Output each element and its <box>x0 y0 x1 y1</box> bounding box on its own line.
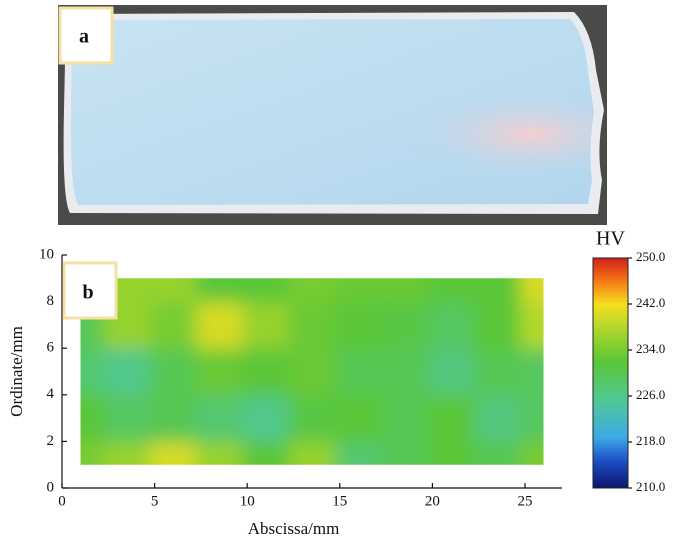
heat-cell <box>335 301 382 349</box>
contour-plot: 0 5 10 15 20 25 0 2 4 6 8 10 Abscissa/mm Ordinate/mm b… <box>7 228 665 538</box>
heat-cell <box>196 278 244 303</box>
heat-cell <box>196 301 244 349</box>
heat-cell <box>381 301 429 349</box>
heat-cell <box>335 278 382 303</box>
x-tick-label: 0 <box>58 493 66 509</box>
heat-cell <box>80 394 105 442</box>
heat-cell <box>474 301 521 349</box>
x-tick-label: 15 <box>332 493 347 509</box>
photo: a <box>58 5 607 225</box>
heat-cell <box>474 348 521 396</box>
heat-cell <box>149 394 197 442</box>
heat-cell <box>474 394 521 442</box>
heat-cell <box>335 348 382 396</box>
heat-cell <box>242 278 290 303</box>
colorbar-tick-label: 250.0 <box>636 249 665 264</box>
heat-cell <box>381 441 429 465</box>
label-box <box>62 261 118 320</box>
heat-cell <box>381 348 429 396</box>
heat-cell <box>520 441 544 465</box>
heat-cell <box>103 348 151 396</box>
contour-fill <box>80 278 544 465</box>
heat-cell <box>149 278 197 303</box>
heat-cell <box>288 441 336 465</box>
heat-cell <box>242 348 290 396</box>
panel-label: b <box>82 282 93 304</box>
heat-cell <box>381 394 429 442</box>
panel-label: a <box>79 26 89 48</box>
heat-cell <box>288 278 336 303</box>
heat-cell <box>149 441 197 465</box>
heat-cell <box>427 441 475 465</box>
heat-cell <box>80 441 105 465</box>
colorbar-tick-label: 210.0 <box>636 479 665 494</box>
heat-cell <box>427 278 475 303</box>
y-tick-label: 8 <box>47 293 55 309</box>
x-tick-label: 5 <box>151 493 159 509</box>
heat-cell <box>242 301 290 349</box>
label-box <box>58 6 114 65</box>
heat-cell <box>80 348 105 396</box>
colorbar-tick-label: 218.0 <box>636 433 665 448</box>
heat-cell <box>103 441 151 465</box>
heat-cell <box>242 441 290 465</box>
colorbar <box>592 257 629 489</box>
heat-cell <box>520 301 544 349</box>
y-tick-label: 6 <box>47 340 55 356</box>
colorbar-tick-label: 234.0 <box>636 341 665 356</box>
heat-cell <box>520 278 544 303</box>
colorbar-label: HV <box>596 228 625 250</box>
heat-cell <box>520 348 544 396</box>
sample-glow <box>70 19 594 205</box>
contour-area <box>80 278 544 465</box>
y-tick-label: 2 <box>47 433 55 449</box>
colorbar-tick-label: 242.0 <box>636 295 665 310</box>
heat-cell <box>196 394 244 442</box>
heat-cell <box>242 394 290 442</box>
x-tick-label: 20 <box>425 493 440 509</box>
heat-cell <box>288 301 336 349</box>
heat-cell <box>427 301 475 349</box>
colorbar-tick-label: 226.0 <box>636 387 665 402</box>
y-tick-label: 0 <box>47 479 55 495</box>
heat-cell <box>427 394 475 442</box>
heat-cell <box>335 441 382 465</box>
heat-cell <box>335 394 382 442</box>
heat-cell <box>427 348 475 396</box>
y-tick-label: 4 <box>47 386 55 402</box>
x-tick-label: 10 <box>240 493 255 509</box>
heat-cell <box>196 441 244 465</box>
heat-cell <box>196 348 244 396</box>
heat-cell <box>288 348 336 396</box>
heat-cell <box>474 278 521 303</box>
y-tick-label: 10 <box>39 246 54 262</box>
heat-cell <box>149 348 197 396</box>
y-axis-label: Ordinate/mm <box>7 326 26 417</box>
heat-cell <box>474 441 521 465</box>
x-tick-label: 25 <box>518 493 533 509</box>
heat-cell <box>149 301 197 349</box>
heat-cell <box>288 394 336 442</box>
x-axis-label: Abscissa/mm <box>248 519 340 538</box>
heat-cell <box>381 278 429 303</box>
heat-cell <box>103 394 151 442</box>
heat-cell <box>520 394 544 442</box>
